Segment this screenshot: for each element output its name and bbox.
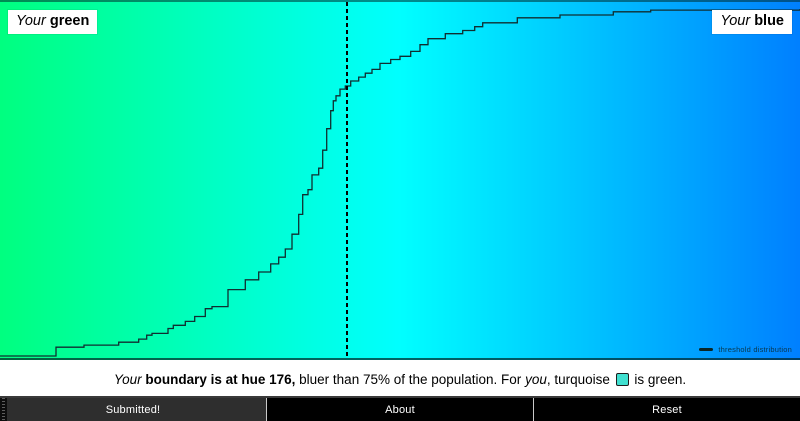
your-blue-word: blue — [754, 13, 784, 29]
threshold-line-icon — [699, 348, 714, 351]
legend-label: threshold distribution — [718, 345, 792, 354]
your-green-label: Your green — [8, 10, 98, 34]
your-green-word: green — [49, 13, 90, 29]
caption-mid: bluer than 75% of the population. For — [299, 371, 526, 387]
your-blue-label: Your blue — [712, 10, 792, 34]
result-caption: Your boundary is at hue 176, bluer than … — [0, 362, 800, 396]
caption-you: you — [525, 371, 547, 387]
your-blue-prefix: Your — [720, 13, 755, 29]
submitted-button[interactable]: Submitted! — [0, 398, 266, 421]
boundary-dashed-line — [346, 2, 348, 358]
hue-gradient-plot: Your green Your blue threshold distribut… — [0, 0, 800, 360]
caption-end: is green. — [630, 371, 687, 387]
edge-vertical-tab[interactable] — [0, 398, 7, 421]
legend: threshold distribution — [699, 345, 792, 354]
bottom-button-bar: Submitted! About Reset — [0, 396, 800, 421]
reset-button[interactable]: Reset — [533, 398, 800, 421]
caption-turquoise: , turquoise — [546, 371, 614, 387]
about-button[interactable]: About — [266, 398, 533, 421]
caption-your: Your — [113, 371, 146, 387]
turquoise-color-swatch — [615, 372, 629, 386]
your-green-prefix: Your — [16, 13, 50, 29]
threshold-distribution-curve — [0, 9, 800, 357]
caption-boundary: boundary is at hue 176, — [145, 371, 300, 387]
